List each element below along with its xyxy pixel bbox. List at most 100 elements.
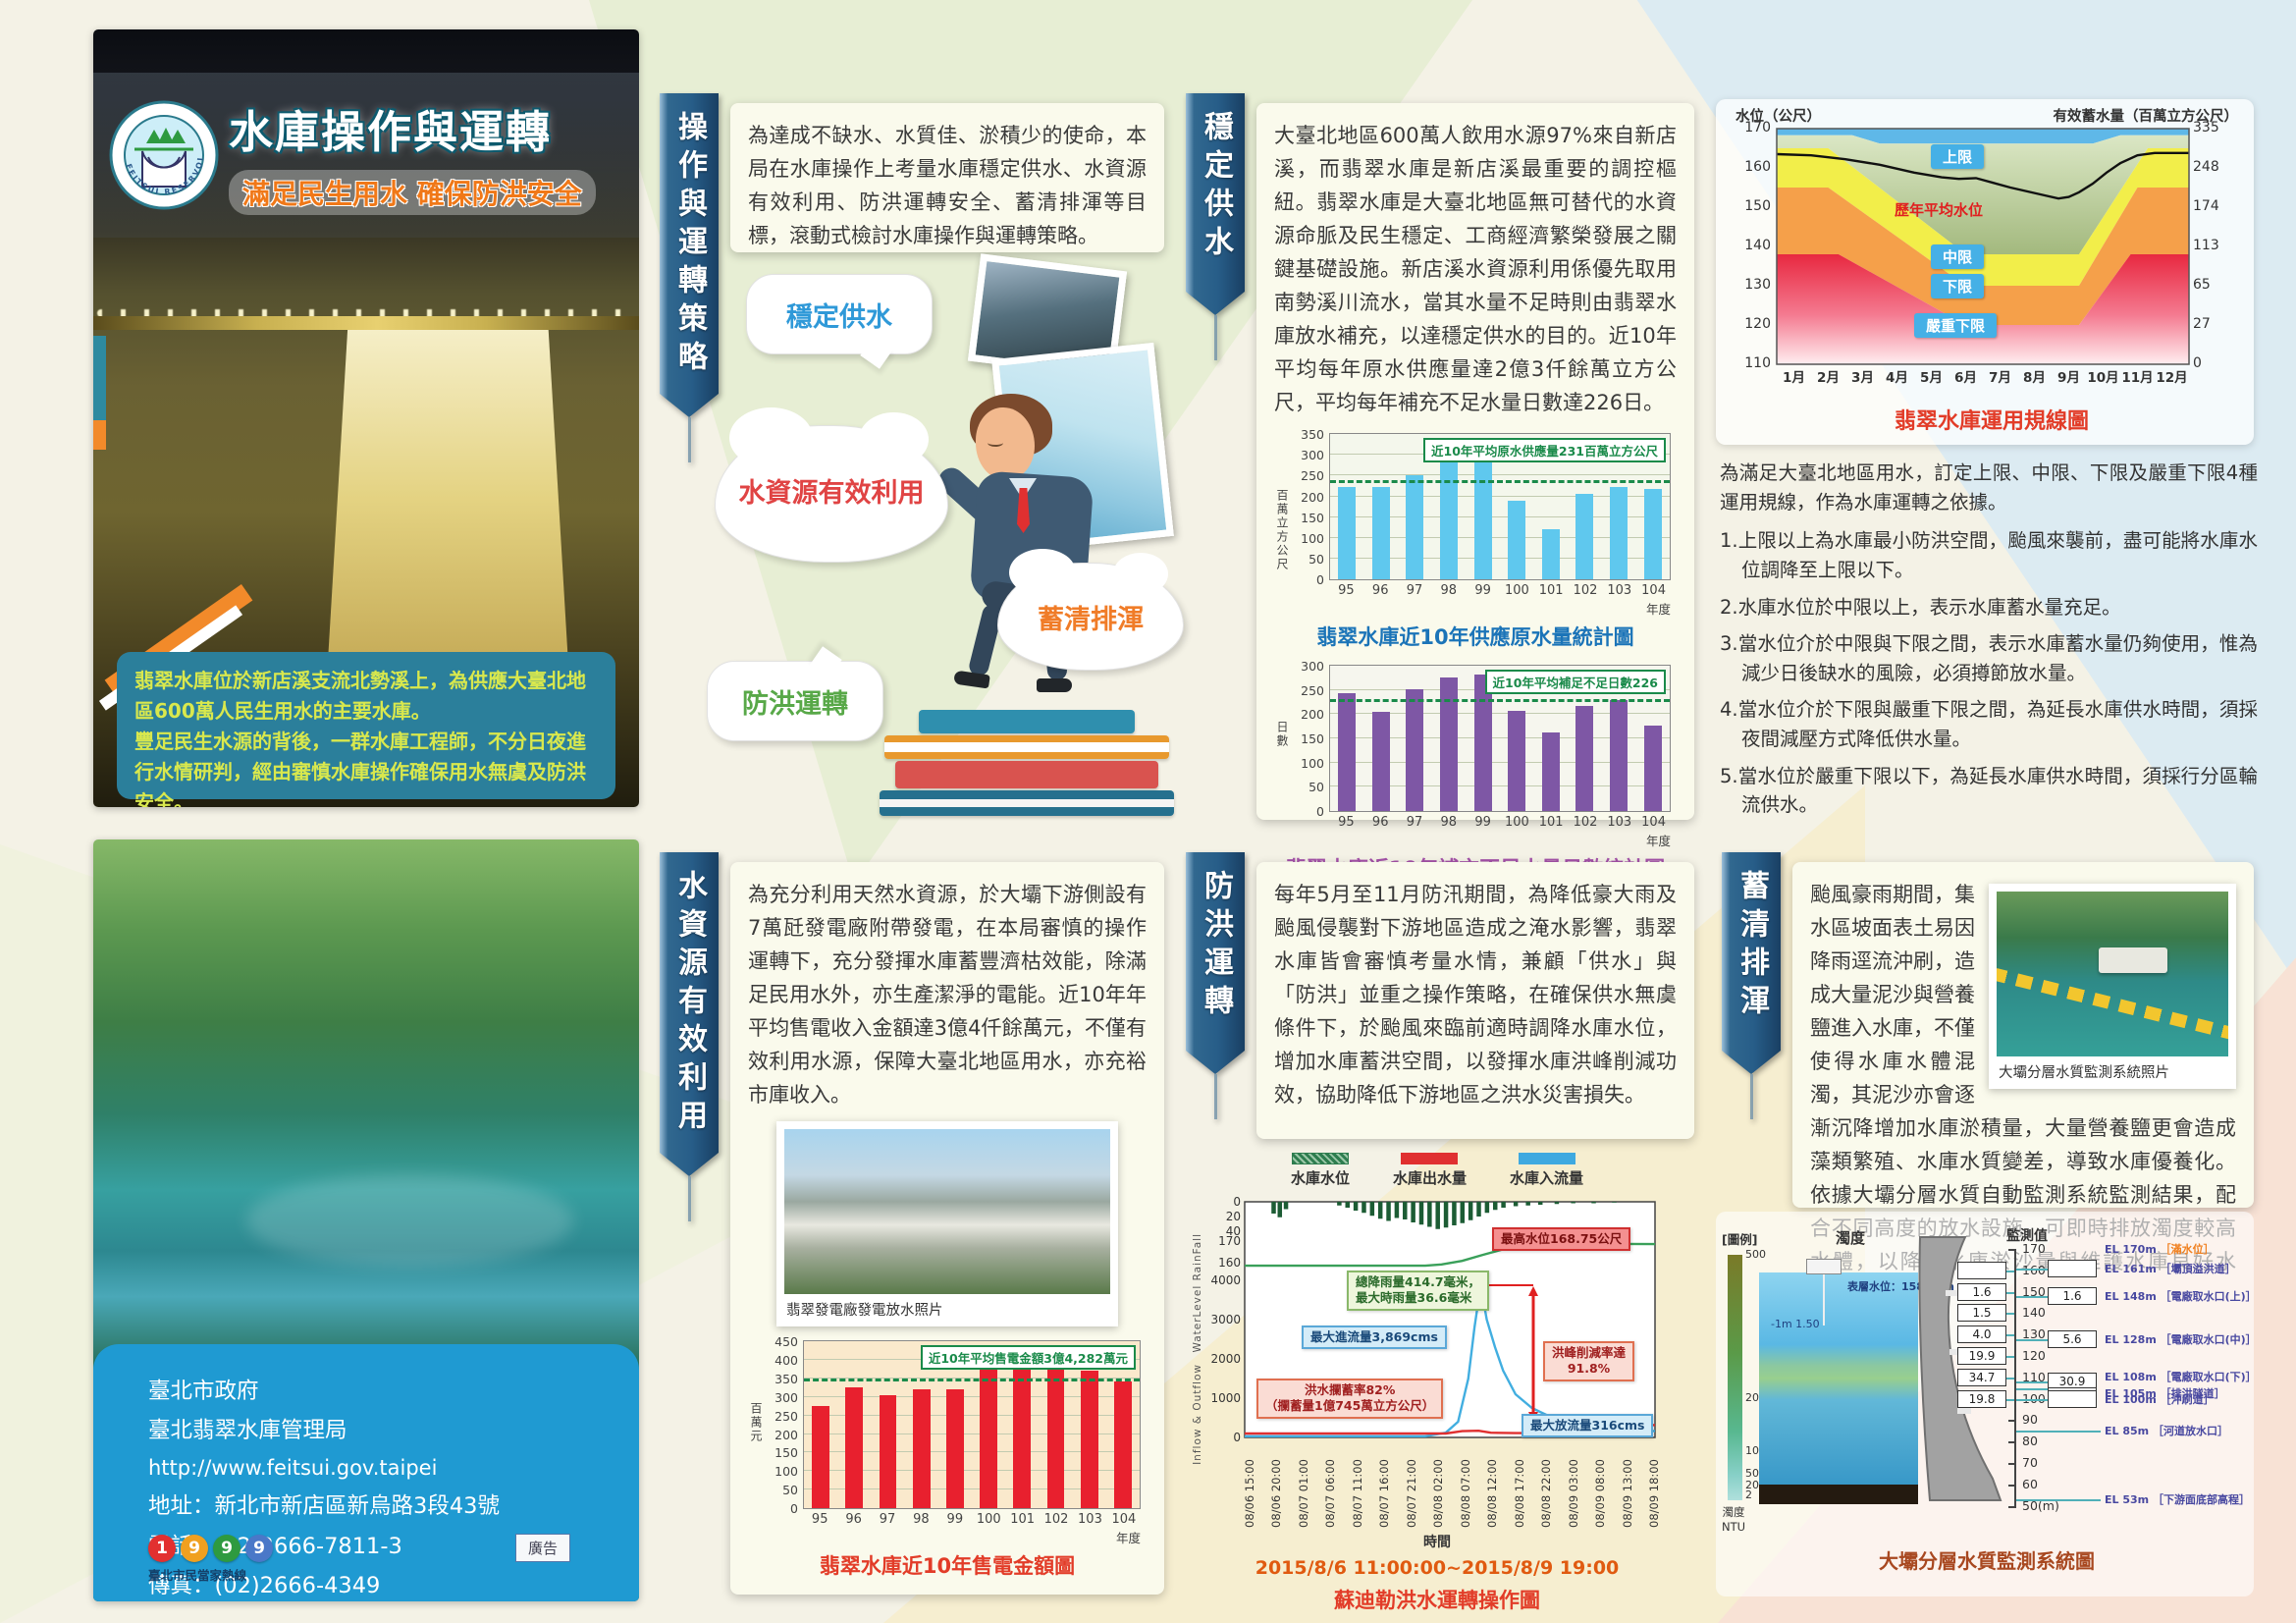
- bubble-water-resource: 水資源有效利用: [715, 406, 948, 563]
- x-tick-label: 95: [1338, 583, 1355, 599]
- y-tick-label: 140: [1744, 238, 1771, 253]
- ntu-tick: 2: [1745, 1488, 1752, 1501]
- bar: [812, 1406, 829, 1509]
- y-axis-label: 百萬元: [749, 1402, 763, 1444]
- turbidity-header: 濁度: [1836, 1229, 1866, 1247]
- front-cover: FEITSUI RESERVOIR 水庫操作與運轉 滿足民生用水 確保防洪安全 …: [93, 29, 639, 807]
- chart-supplement-days: 0 50 100 150 200 250 300 近10年平均補足不足日數226 95 96 97 9…: [1275, 659, 1671, 849]
- scale-tick: [2008, 1484, 2016, 1487]
- x-tick-label: 08/07 01:00: [1296, 1459, 1310, 1528]
- turbidity-colorbar: [1728, 1255, 1742, 1500]
- bar: [1610, 699, 1629, 812]
- bar: [845, 1387, 864, 1509]
- x-axis: 95 96 97 98 99 100 101 102 103 104: [1329, 812, 1671, 830]
- flood-chart-block: 水庫水位 水庫出水量 水庫入流量 Inflow & Outflow WaterL…: [1192, 1153, 1673, 1622]
- strategy-text-box: 為達成不缺水、水質佳、淤積少的使命，本局在水庫操作上考量水庫穩定供水、水資源有效…: [730, 103, 1164, 252]
- zone-label: 上限: [1931, 144, 1985, 169]
- bubble-label: 蓄清排渾: [1038, 604, 1144, 635]
- average-line: [1330, 698, 1670, 702]
- month-label: 10月: [2087, 370, 2119, 386]
- connector: [2006, 1356, 2014, 1358]
- chart-raw-water-supply: 0 50 100 150 200 250 300 350 近10年平均原水供應量231百萬立方公…: [1275, 427, 1671, 618]
- scale-tick-label: 60: [2022, 1476, 2038, 1491]
- digit-badge: 9: [181, 1535, 208, 1562]
- x-tick-label: 104: [1111, 1512, 1137, 1528]
- y-tick-label: 160: [1218, 1256, 1241, 1270]
- x-tick-label: 97: [1406, 583, 1423, 599]
- buoy: [1806, 1259, 1842, 1274]
- y-tick-label: 200: [774, 1427, 798, 1442]
- y-tick-label: 250: [1301, 682, 1324, 698]
- x-tick-label: 101: [1538, 815, 1564, 831]
- x-tick-label: 98: [1440, 583, 1458, 599]
- y-tick-label: 400: [774, 1353, 798, 1368]
- dam-diagram-box: [圖例] 500 200 100 50 20 2 濁度 NTU 濁度 表層水位：158.98m -1m…: [1716, 1212, 2257, 1596]
- x-tick-label: 08/06 20:00: [1269, 1459, 1284, 1528]
- bar-chart-plot: 0 50 100 150 200 250 300 350 400 450 近10年平均售電金額3億4…: [774, 1334, 1141, 1516]
- elevation-label: EL 148m ［電廠取水口(上)］: [2105, 1289, 2257, 1303]
- x-tick-label: 102: [1573, 815, 1598, 831]
- strategy-body: 為達成不缺水、水質佳、淤積少的使命，本局在水庫操作上考量水庫穩定供水、水資源有效…: [748, 124, 1147, 248]
- annotation-peak-cut: 洪峰削減率達 91.8%: [1543, 1341, 1635, 1381]
- bar: [1338, 693, 1357, 812]
- y-tick-label: 250: [774, 1408, 798, 1424]
- zone-label: 中限: [1931, 244, 1985, 269]
- tab-label: 穩定供水: [1199, 111, 1233, 264]
- intro-paragraph: 翡翠水庫位於新店溪支流北勢溪上，為供應大臺北地區600萬人民生用水的主要水庫。: [134, 669, 586, 723]
- tab-label: 蓄清排渾: [1735, 870, 1769, 1023]
- elevation-label: EL 108m ［電廠取水口(下)］: [2105, 1371, 2257, 1384]
- y-tick-label: 450: [774, 1334, 798, 1350]
- x-tick-label: 104: [1641, 583, 1666, 599]
- bar: [1080, 1370, 1098, 1509]
- month-label: 4月: [1886, 370, 1908, 386]
- ad-label: 廣告: [515, 1534, 570, 1562]
- y-tick-label: 50: [1308, 552, 1324, 567]
- bar: [912, 1389, 931, 1509]
- chart-title: 翡翠水庫近10年售電金額圖: [819, 1554, 1076, 1579]
- average-line: [1330, 480, 1670, 484]
- edge-strip: [93, 420, 106, 450]
- annotation-rainfall: 總降雨量414.7毫米， 最大時雨量36.6毫米: [1347, 1271, 1490, 1311]
- connector: [2016, 1295, 2048, 1298]
- hotline-caption: 臺北市民當家熱線: [148, 1568, 247, 1583]
- y-tick-label: 0: [790, 1501, 798, 1517]
- bar: [1575, 493, 1594, 580]
- left-axis-title: 水位（公尺）: [1735, 109, 1821, 125]
- y-tick-label: 20: [1225, 1210, 1241, 1223]
- tab-label: 防洪運轉: [1199, 870, 1233, 1023]
- panel-sediment: 蓄清排渾 大壩分層水質監測系統照片 颱風豪雨期間，集水區坡面表土易因降雨逕流沖刷…: [1710, 852, 2260, 1600]
- y-tick-label: 350: [774, 1371, 798, 1386]
- y-axis-label: 百萬立方公尺: [1275, 488, 1289, 571]
- legend-title: [圖例]: [1722, 1232, 1758, 1247]
- panel-flood-operation: 防洪運轉 每年5月至11月防汛期間，為降低豪大雨及颱風侵襲對下游地區造成之淹水影…: [1174, 852, 1700, 1612]
- monitor-value-box: 34.7: [1957, 1368, 2006, 1386]
- panel-rule-curve: 水位（公尺） 有效蓄水量（百萬立方公尺） 170 160 150 140 130 120 110…: [1710, 93, 2260, 826]
- bubble-label: 水資源有效利用: [738, 478, 925, 510]
- chart-title: 蘇迪勒洪水運轉操作圖: [1334, 1589, 1540, 1612]
- x-tick-label: 100: [1504, 583, 1529, 599]
- y2-tick-label: 0: [2193, 355, 2202, 371]
- panel-water-resource: 水資源有效利用 為充分利用天然水資源，於大壩下游側設有7萬瓩發電廠附帶發電，在本…: [648, 852, 1170, 1600]
- y2-tick-label: 174: [2193, 198, 2219, 214]
- org-name: 臺北翡翠水庫管理局: [148, 1418, 347, 1444]
- monitor-value-box: [2048, 1389, 2097, 1408]
- zone-label: 下限: [1931, 274, 1985, 298]
- bar: [1371, 712, 1390, 812]
- dam-crest: [93, 316, 639, 330]
- scale-tick: [2008, 1505, 2016, 1508]
- bubble-stable-supply: 穩定供水: [746, 274, 933, 369]
- annotation-max-outflow: 最大放流量316cms: [1522, 1414, 1654, 1438]
- connector: [2006, 1313, 2014, 1316]
- y-tick-label: 110: [1744, 355, 1771, 371]
- scale-tick-label: 170: [2022, 1241, 2046, 1256]
- bar: [1508, 500, 1526, 580]
- fax: 傳真：(02)2666-4349: [148, 1572, 381, 1598]
- y-tick-label: 100: [1301, 755, 1324, 771]
- panel-strategy: 操作與運轉策略 為達成不缺水、水質佳、淤積少的使命，本局在水庫操作上考量水庫穩定…: [648, 93, 1184, 826]
- x-tick-label: 102: [1573, 583, 1598, 599]
- x-tick-label: 99: [946, 1512, 964, 1528]
- bar: [1338, 487, 1357, 580]
- x-tick-label: 95: [811, 1512, 828, 1528]
- scale-tick: [2008, 1441, 2016, 1444]
- y-tick-label: 0: [1233, 1431, 1241, 1444]
